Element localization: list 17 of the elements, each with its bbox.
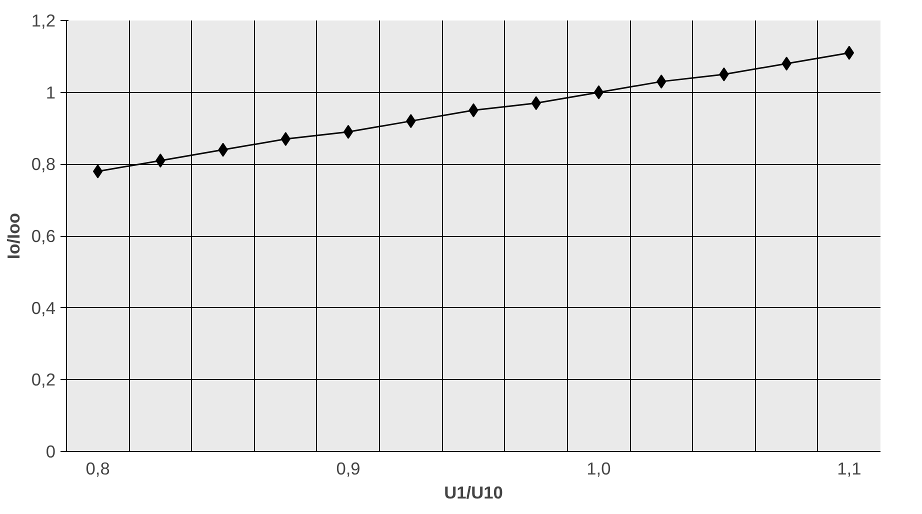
- x-tick-label: 0,8: [86, 458, 110, 478]
- point: [594, 85, 604, 100]
- y-tick-label: 1,2: [31, 10, 56, 30]
- y-tick-label: 0,4: [31, 298, 56, 318]
- x-tick-label: 1,0: [586, 458, 611, 478]
- y-tick-label: 0: [46, 442, 56, 462]
- point: [92, 164, 103, 178]
- y-axis-title: Io/Ioo: [3, 212, 24, 260]
- x-tick-label: 0,9: [336, 458, 360, 478]
- x-tick-label: 1,1: [837, 458, 862, 478]
- y-tick-label: 0,8: [31, 154, 56, 174]
- y-tick-label: 0,2: [31, 370, 56, 390]
- y-tick-label: 1: [46, 82, 56, 102]
- x-axis-title: U1/U10: [444, 482, 503, 502]
- point: [844, 46, 854, 60]
- y-tick-label: 0,6: [31, 226, 56, 246]
- point: [343, 124, 354, 139]
